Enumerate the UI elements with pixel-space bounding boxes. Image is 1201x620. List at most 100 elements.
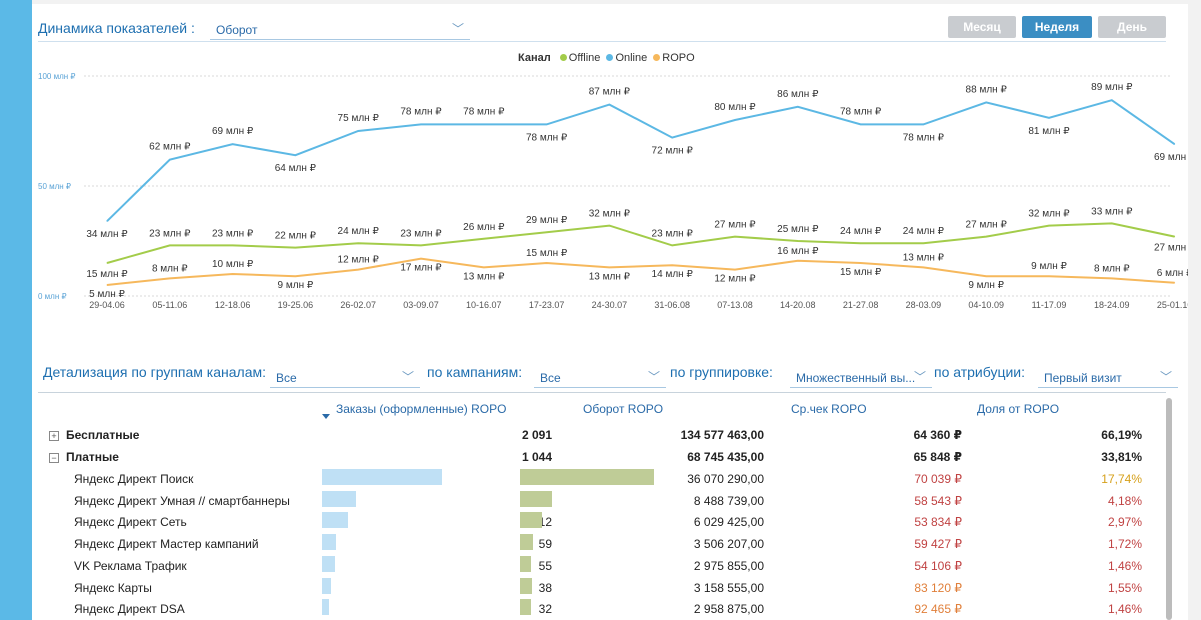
data-point bbox=[1111, 222, 1113, 224]
campaign-filter-label: по кампаниям: bbox=[427, 364, 523, 380]
row-channel-name: Яндекс Директ DSA bbox=[74, 602, 185, 617]
data-point bbox=[106, 284, 108, 286]
attribution-filter-select[interactable]: Первый визит ﹀ bbox=[1038, 366, 1178, 388]
row-revenue: 3 506 207,00 bbox=[693, 537, 764, 552]
row-channel-name: Яндекс Карты bbox=[74, 580, 152, 595]
data-point bbox=[357, 130, 359, 132]
collapse-icon[interactable]: − bbox=[49, 453, 59, 463]
col-header-share[interactable]: Доля от ROPO bbox=[977, 402, 1060, 416]
y-tick-label: 0 млн ₽ bbox=[38, 292, 67, 301]
row-revenue: 3 158 555,00 bbox=[693, 580, 764, 595]
data-point bbox=[1048, 225, 1050, 227]
legend-ropo-label[interactable]: ROPO bbox=[662, 52, 695, 64]
data-label: 80 млн ₽ bbox=[714, 102, 756, 113]
data-point bbox=[1111, 277, 1113, 279]
period-month-button[interactable]: Месяц bbox=[948, 16, 1016, 38]
table-row[interactable]: Яндекс Директ DSA 32 2 958 875,00 92 465 ₽ 1… bbox=[40, 598, 1164, 620]
table-row[interactable]: Яндекс Директ Умная // смартбаннеры1458 … bbox=[40, 490, 1164, 512]
data-label: 17 млн ₽ bbox=[400, 263, 442, 274]
row-avg: 54 106 ₽ bbox=[914, 558, 962, 573]
data-point bbox=[232, 244, 234, 246]
table-group-row[interactable]: − Платные 1 044 68 745 435,00 65 848 ₽ 3… bbox=[40, 446, 1164, 468]
attribution-filter-value: Первый визит bbox=[1044, 371, 1122, 385]
row-revenue: 8 488 739,00 bbox=[693, 493, 764, 508]
row-share: 1,46% bbox=[1107, 602, 1142, 617]
col-header-avg[interactable]: Ср.чек ROPO bbox=[791, 402, 867, 416]
legend-online-label[interactable]: Online bbox=[615, 52, 648, 64]
group-name: Бесплатные bbox=[66, 428, 140, 442]
data-label: 33 млн ₽ bbox=[1091, 206, 1133, 217]
data-point bbox=[608, 266, 610, 268]
data-label: 13 млн ₽ bbox=[903, 252, 945, 263]
data-label: 75 млн ₽ bbox=[338, 113, 380, 124]
data-label: 13 млн ₽ bbox=[589, 271, 631, 282]
x-tick-label: 19-25.06 bbox=[278, 300, 314, 310]
period-day-button[interactable]: День bbox=[1098, 16, 1166, 38]
data-label: 12 млн ₽ bbox=[338, 255, 380, 266]
group-orders: 1 044 bbox=[521, 450, 552, 464]
data-point bbox=[922, 266, 924, 268]
row-share: 1,55% bbox=[1107, 580, 1142, 595]
row-channel-name: Яндекс Директ Мастер кампаний bbox=[74, 537, 259, 552]
col-header-orders[interactable]: Заказы (оформленные) ROPO bbox=[336, 402, 507, 416]
header-divider bbox=[38, 41, 1166, 42]
data-point bbox=[1048, 275, 1050, 277]
y-tick-label: 50 млн ₽ bbox=[38, 182, 71, 191]
data-point bbox=[1174, 143, 1176, 145]
table-group-row[interactable]: + Бесплатные 2 091 134 577 463,00 64 360… bbox=[40, 424, 1164, 446]
table-row[interactable]: VK Реклама Трафик 55 2 975 855,00 54 106 ₽ 1… bbox=[40, 555, 1164, 577]
data-label: 24 млн ₽ bbox=[903, 226, 945, 237]
orders-bar bbox=[322, 599, 330, 616]
data-point bbox=[1048, 117, 1050, 119]
data-point bbox=[420, 244, 422, 246]
data-point bbox=[671, 244, 673, 246]
data-point bbox=[294, 247, 296, 249]
data-point bbox=[232, 143, 234, 145]
data-label: 88 млн ₽ bbox=[966, 84, 1008, 95]
data-point bbox=[608, 225, 610, 227]
chevron-down-icon: ﹀ bbox=[647, 370, 660, 384]
chevron-down-icon: ﹀ bbox=[401, 370, 414, 384]
legend-offline-label[interactable]: Offline bbox=[568, 52, 601, 64]
orders-bar bbox=[322, 534, 336, 551]
period-week-button[interactable]: Неделя bbox=[1022, 16, 1092, 38]
row-avg: 53 834 ₽ bbox=[914, 515, 962, 530]
data-point bbox=[483, 123, 485, 125]
x-tick-label: 21-27.08 bbox=[843, 300, 879, 310]
data-point bbox=[922, 242, 924, 244]
data-point bbox=[985, 101, 987, 103]
legend-online-marker bbox=[606, 54, 614, 61]
data-label: 78 млн ₽ bbox=[840, 106, 882, 117]
data-label: 8 млн ₽ bbox=[1094, 263, 1130, 274]
expand-icon[interactable]: + bbox=[49, 431, 59, 441]
data-label: 27 млн ₽ bbox=[966, 220, 1008, 231]
data-point bbox=[232, 273, 234, 275]
metric-select[interactable]: Оборот ﹀ bbox=[210, 18, 470, 40]
data-point bbox=[106, 262, 108, 264]
data-point bbox=[922, 123, 924, 125]
data-label: 89 млн ₽ bbox=[1091, 82, 1133, 93]
group-name: Платные bbox=[66, 450, 119, 464]
x-tick-label: 31-06.08 bbox=[654, 300, 690, 310]
orders-bar bbox=[322, 555, 335, 572]
table-row[interactable]: Яндекс Карты 38 3 158 555,00 83 120 ₽ 1,55% bbox=[40, 577, 1164, 599]
row-share: 17,74% bbox=[1101, 472, 1142, 486]
data-point bbox=[169, 244, 171, 246]
campaign-filter-select[interactable]: Все ﹀ bbox=[534, 366, 666, 388]
table-row[interactable]: Яндекс Директ Сеть 112 6 029 425,00 53 834 … bbox=[40, 511, 1164, 533]
row-share: 1,72% bbox=[1107, 537, 1142, 552]
data-label: 27 млн ₽ bbox=[714, 220, 756, 231]
table-row[interactable]: Яндекс Директ Мастер кампаний 59 3 506 207… bbox=[40, 533, 1164, 555]
sort-desc-icon[interactable] bbox=[322, 414, 330, 419]
grouping-filter-select[interactable]: Множественный вы... ﹀ bbox=[790, 366, 932, 388]
col-header-revenue[interactable]: Оборот ROPO bbox=[583, 402, 664, 416]
row-revenue: 36 070 290,00 bbox=[687, 472, 764, 486]
row-share: 4,18% bbox=[1107, 493, 1142, 508]
data-label: 15 млн ₽ bbox=[840, 267, 882, 278]
group-filter-select[interactable]: Все ﹀ bbox=[270, 366, 420, 388]
row-channel-name: VK Реклама Трафик bbox=[74, 558, 187, 573]
table-scrollbar[interactable] bbox=[1166, 398, 1172, 620]
revenue-bar bbox=[520, 534, 534, 551]
grouping-filter-value: Множественный вы... bbox=[796, 371, 916, 385]
